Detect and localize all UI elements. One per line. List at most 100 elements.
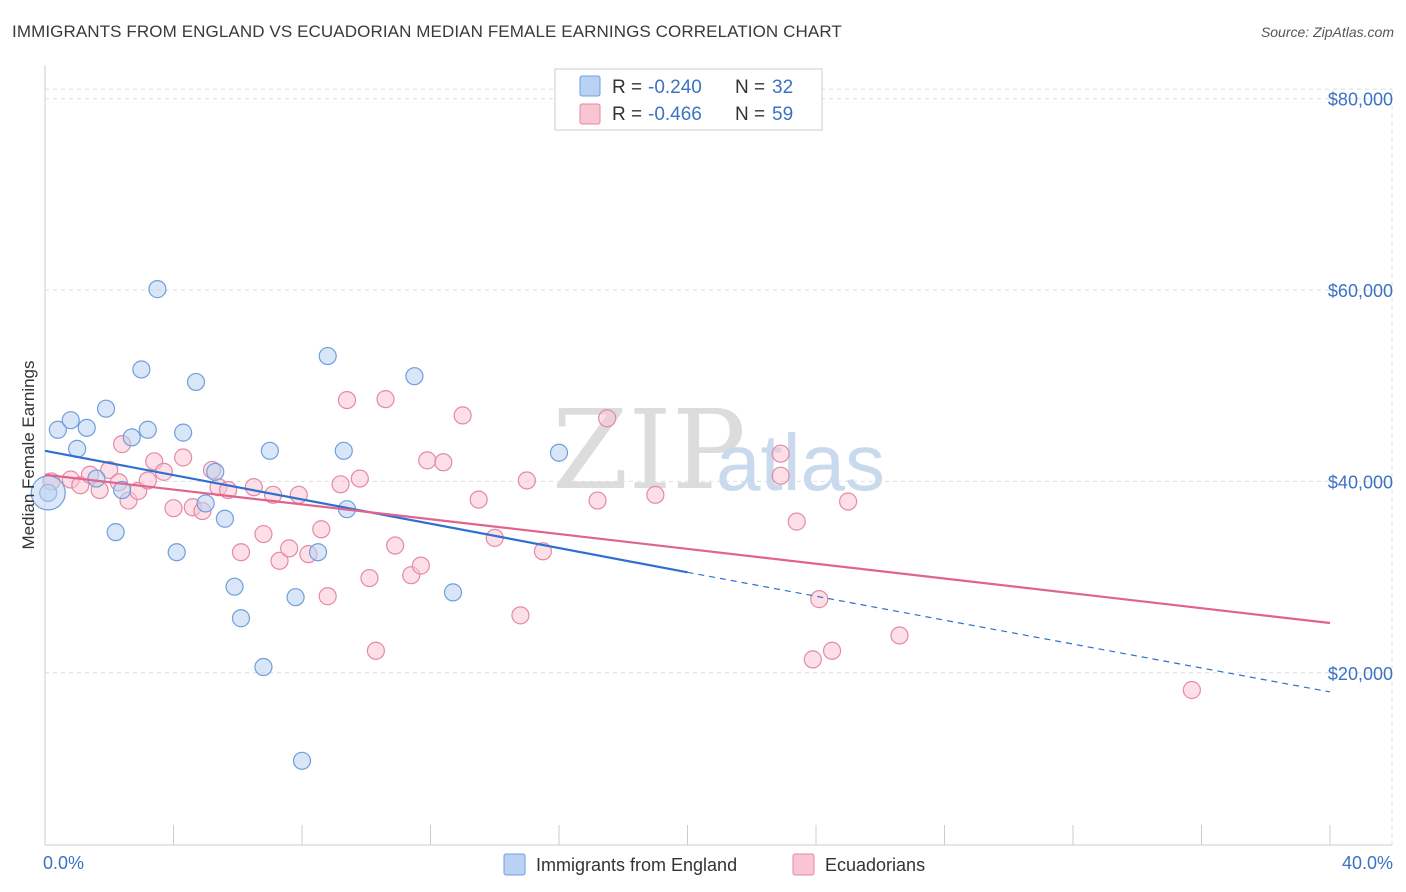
legend-r-label-england: R = <box>612 77 642 98</box>
england-point <box>443 583 463 602</box>
ecuadorians-point <box>254 524 273 544</box>
england-trend-extension <box>687 571 1331 693</box>
england-point <box>77 418 96 437</box>
ecuadorians-point <box>331 475 350 494</box>
england-point <box>231 609 251 628</box>
ecuadorians-point <box>231 543 251 562</box>
ecuadorians-point <box>376 390 395 409</box>
ecuadorians-point <box>803 650 822 669</box>
ecuadorians-point <box>434 453 453 472</box>
ecuadorians-point <box>280 539 299 558</box>
england-point <box>106 523 125 542</box>
ecuadorians-point <box>771 444 790 463</box>
ecuadorians-point <box>646 485 665 504</box>
y-tick-label: $60,000 <box>1328 281 1393 301</box>
x-tick-label-min: 0.0% <box>43 853 84 873</box>
source-label: Source: ZipAtlas.com <box>1260 24 1394 40</box>
ecuadorians-point <box>411 556 430 575</box>
ecuadorians-point <box>418 451 437 470</box>
bottom-legend-ecuadorians: Ecuadorians <box>825 855 925 875</box>
england-point <box>254 657 273 677</box>
chart-title: IMMIGRANTS FROM ENGLAND VS ECUADORIAN ME… <box>12 22 842 41</box>
bottom-legend: Immigrants from England Ecuadorians <box>503 853 925 876</box>
ecuadorians-point <box>771 466 790 485</box>
legend-n-label-england: N = <box>735 77 765 98</box>
ecuadorians-point <box>318 587 337 606</box>
legend: R = -0.240 N = 32 R = -0.466 N = 59 <box>554 68 823 131</box>
england-point <box>215 509 234 528</box>
england-point <box>87 469 106 488</box>
england-point <box>286 588 305 607</box>
legend-n-label-ecuadorians: N = <box>735 104 765 125</box>
bottom-legend-england: Immigrants from England <box>536 855 737 875</box>
england-point <box>308 543 328 562</box>
y-tick-label: $80,000 <box>1328 90 1393 110</box>
ecuadorians-point <box>453 406 472 425</box>
legend-swatch-ecuadorians <box>579 103 601 125</box>
england-point <box>148 280 167 299</box>
ecuadorians-point <box>138 471 157 490</box>
ecuadorians-point <box>337 390 357 410</box>
england-point <box>112 480 132 500</box>
ecuadorians-point <box>360 568 379 588</box>
legend-n-value-ecuadorians: 59 <box>772 104 793 125</box>
ecuadorians-point <box>890 626 909 645</box>
ecuadorians-point <box>469 490 488 509</box>
england-point <box>318 346 337 366</box>
england-point <box>549 443 569 462</box>
ecuadorians-point <box>517 471 536 490</box>
england-point <box>122 428 141 447</box>
england-point <box>186 372 206 392</box>
england-point <box>334 441 353 460</box>
ecuadorians-point <box>810 590 829 609</box>
bottom-legend-swatch-england <box>503 853 526 876</box>
england-point <box>174 423 193 442</box>
ecuadorians-point <box>787 512 806 531</box>
england-point <box>132 360 151 379</box>
england-points <box>30 280 569 770</box>
england-point <box>48 420 67 439</box>
x-tick-labels: 0.0% 40.0% <box>43 853 1393 873</box>
ecuadorians-point <box>588 491 607 510</box>
ecuadorians-point <box>100 460 119 480</box>
ecuadorians-point <box>174 448 193 467</box>
england-point <box>138 420 157 439</box>
y-axis-label: Median Female Earnings <box>19 361 38 550</box>
ecuadorians-trend-line <box>44 473 1331 625</box>
axes <box>44 65 1392 846</box>
watermark-atlas: atlas <box>716 418 885 507</box>
ecuadorians-point <box>1182 680 1201 700</box>
ecuadorians-point <box>270 551 289 570</box>
ecuadorians-point <box>386 536 405 555</box>
ecuadorians-point <box>350 469 369 488</box>
england-point <box>61 411 80 430</box>
legend-swatch-england <box>579 75 601 97</box>
ecuadorians-point <box>822 641 842 660</box>
ecuadorians-point <box>312 520 331 539</box>
y-tick-label: $20,000 <box>1328 664 1393 684</box>
y-tick-label: $40,000 <box>1328 472 1393 492</box>
x-tick-label-max: 40.0% <box>1342 853 1393 873</box>
ecuadorians-point <box>164 499 183 518</box>
england-point <box>196 494 215 513</box>
legend-n-value-england: 32 <box>772 77 793 98</box>
england-point <box>292 751 312 770</box>
ecuadorians-point <box>244 478 263 497</box>
england-point <box>206 462 225 481</box>
england-point <box>225 577 244 596</box>
ecuadorians-point <box>533 542 553 561</box>
ecuadorians-point <box>366 641 385 660</box>
watermark: ZIP atlas <box>552 386 885 514</box>
ecuadorians-point <box>598 409 617 428</box>
legend-r-value-ecuadorians: -0.466 <box>648 104 702 125</box>
y-tick-labels: $20,000 $40,000 $60,000 $80,000 <box>1328 90 1393 684</box>
england-point <box>405 367 424 386</box>
bottom-legend-swatch-ecuadorians <box>792 853 815 876</box>
ecuadorians-point <box>839 492 858 511</box>
legend-r-value-england: -0.240 <box>648 77 702 98</box>
legend-r-label-ecuadorians: R = <box>612 104 642 125</box>
england-point <box>260 441 279 460</box>
trend-lines <box>44 449 1331 693</box>
england-point <box>167 543 186 562</box>
